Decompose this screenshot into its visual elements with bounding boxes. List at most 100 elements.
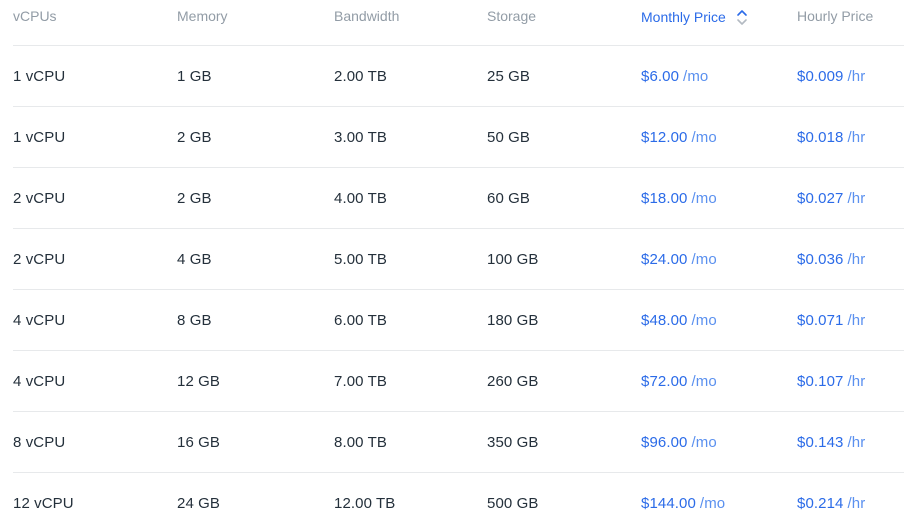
cell-monthly-price: $6.00/mo <box>641 68 797 85</box>
cell-bandwidth: 3.00 TB <box>334 128 387 146</box>
monthly-amount: $6.00 <box>641 67 680 85</box>
column-header-label: Monthly Price <box>641 9 726 25</box>
table-row: 1 vCPU 1 GB 2.00 TB 25 GB $6.00/mo $0.00… <box>13 46 904 107</box>
cell-monthly-price: $72.00/mo <box>641 373 797 390</box>
column-header-label: Bandwidth <box>334 8 400 24</box>
cell-monthly-price: $18.00/mo <box>641 190 797 207</box>
table-row: 2 vCPU 2 GB 4.00 TB 60 GB $18.00/mo $0.0… <box>13 168 904 229</box>
monthly-unit: /mo <box>683 67 709 85</box>
hourly-unit: /hr <box>847 372 866 390</box>
column-header-label: Memory <box>177 8 228 24</box>
cell-bandwidth: 7.00 TB <box>334 372 387 390</box>
cell-memory: 4 GB <box>177 250 212 268</box>
column-header-vcpus: vCPUs <box>13 7 177 25</box>
hourly-unit: /hr <box>847 250 866 268</box>
cell-memory: 12 GB <box>177 372 221 390</box>
monthly-unit: /mo <box>691 189 717 207</box>
cell-memory: 1 GB <box>177 67 212 85</box>
hourly-unit: /hr <box>847 128 866 146</box>
cell-memory: 8 GB <box>177 311 212 329</box>
cell-memory: 24 GB <box>177 494 221 512</box>
monthly-unit: /mo <box>691 311 717 329</box>
cell-bandwidth: 8.00 TB <box>334 433 387 451</box>
hourly-amount: $0.009 <box>797 67 844 85</box>
cell-storage: 25 GB <box>487 67 531 85</box>
cell-memory: 2 GB <box>177 189 212 207</box>
cell-hourly-price: $0.027/hr <box>797 190 904 207</box>
table-row: 4 vCPU 8 GB 6.00 TB 180 GB $48.00/mo $0.… <box>13 290 904 351</box>
hourly-amount: $0.214 <box>797 494 844 512</box>
cell-storage: 180 GB <box>487 311 539 329</box>
cell-vcpus: 2 vCPU <box>13 189 66 207</box>
hourly-amount: $0.107 <box>797 372 844 390</box>
column-header-storage: Storage <box>487 7 641 25</box>
cell-storage: 500 GB <box>487 494 539 512</box>
table-header-row: vCPUs Memory Bandwidth Storage Monthly P… <box>13 0 904 46</box>
cell-monthly-price: $96.00/mo <box>641 434 797 451</box>
cell-storage: 50 GB <box>487 128 531 146</box>
cell-vcpus: 1 vCPU <box>13 128 66 146</box>
cell-hourly-price: $0.009/hr <box>797 68 904 85</box>
cell-bandwidth: 12.00 TB <box>334 494 396 512</box>
monthly-unit: /mo <box>691 250 717 268</box>
monthly-unit: /mo <box>691 433 717 451</box>
cell-hourly-price: $0.036/hr <box>797 251 904 268</box>
hourly-amount: $0.071 <box>797 311 844 329</box>
cell-storage: 100 GB <box>487 250 539 268</box>
hourly-amount: $0.027 <box>797 189 844 207</box>
cell-monthly-price: $48.00/mo <box>641 312 797 329</box>
column-header-label: Storage <box>487 8 537 24</box>
hourly-unit: /hr <box>847 433 866 451</box>
hourly-amount: $0.036 <box>797 250 844 268</box>
cell-hourly-price: $0.107/hr <box>797 373 904 390</box>
column-header-label: Hourly Price <box>797 8 874 24</box>
table-row: 2 vCPU 4 GB 5.00 TB 100 GB $24.00/mo $0.… <box>13 229 904 290</box>
column-header-label: vCPUs <box>13 8 57 24</box>
cell-vcpus: 4 vCPU <box>13 372 66 390</box>
cell-hourly-price: $0.018/hr <box>797 129 904 146</box>
cell-vcpus: 4 vCPU <box>13 311 66 329</box>
cell-hourly-price: $0.071/hr <box>797 312 904 329</box>
table-body: 1 vCPU 1 GB 2.00 TB 25 GB $6.00/mo $0.00… <box>13 46 904 517</box>
column-header-hourly-price: Hourly Price <box>797 7 904 25</box>
cell-storage: 350 GB <box>487 433 539 451</box>
cell-monthly-price: $144.00/mo <box>641 495 797 512</box>
hourly-unit: /hr <box>847 494 866 512</box>
monthly-amount: $72.00 <box>641 372 688 390</box>
cell-bandwidth: 4.00 TB <box>334 189 387 207</box>
monthly-unit: /mo <box>691 128 717 146</box>
table-row: 4 vCPU 12 GB 7.00 TB 260 GB $72.00/mo $0… <box>13 351 904 412</box>
table-row: 8 vCPU 16 GB 8.00 TB 350 GB $96.00/mo $0… <box>13 412 904 473</box>
sort-icon[interactable] <box>736 8 748 27</box>
monthly-amount: $48.00 <box>641 311 688 329</box>
cell-hourly-price: $0.143/hr <box>797 434 904 451</box>
hourly-unit: /hr <box>847 189 866 207</box>
monthly-amount: $24.00 <box>641 250 688 268</box>
cell-monthly-price: $12.00/mo <box>641 129 797 146</box>
cell-hourly-price: $0.214/hr <box>797 495 904 512</box>
cell-storage: 60 GB <box>487 189 531 207</box>
hourly-unit: /hr <box>847 67 866 85</box>
column-header-monthly-price[interactable]: Monthly Price <box>641 7 797 27</box>
cell-vcpus: 2 vCPU <box>13 250 66 268</box>
cell-memory: 16 GB <box>177 433 221 451</box>
cell-bandwidth: 5.00 TB <box>334 250 387 268</box>
cell-bandwidth: 2.00 TB <box>334 67 387 85</box>
cell-vcpus: 12 vCPU <box>13 494 74 512</box>
monthly-amount: $144.00 <box>641 494 696 512</box>
cell-vcpus: 8 vCPU <box>13 433 66 451</box>
cell-memory: 2 GB <box>177 128 212 146</box>
column-header-memory: Memory <box>177 7 334 25</box>
cell-storage: 260 GB <box>487 372 539 390</box>
hourly-amount: $0.143 <box>797 433 844 451</box>
hourly-amount: $0.018 <box>797 128 844 146</box>
hourly-unit: /hr <box>847 311 866 329</box>
column-header-bandwidth: Bandwidth <box>334 7 487 25</box>
table-row: 1 vCPU 2 GB 3.00 TB 50 GB $12.00/mo $0.0… <box>13 107 904 168</box>
monthly-unit: /mo <box>691 372 717 390</box>
cell-vcpus: 1 vCPU <box>13 67 66 85</box>
cell-monthly-price: $24.00/mo <box>641 251 797 268</box>
cell-bandwidth: 6.00 TB <box>334 311 387 329</box>
